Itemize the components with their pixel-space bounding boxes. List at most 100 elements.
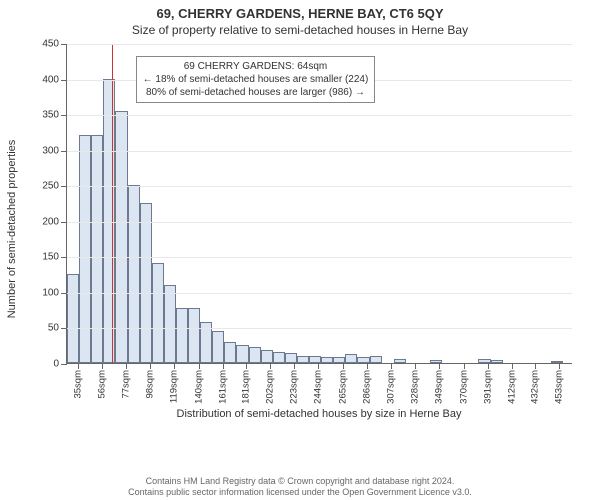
x-tick-label: 453sqm (554, 370, 565, 404)
page-title: 69, CHERRY GARDENS, HERNE BAY, CT6 5QY (0, 0, 600, 21)
x-tick-label: 328sqm (410, 370, 421, 404)
x-tick (199, 364, 200, 369)
histogram-bar (333, 357, 345, 363)
histogram-bar (430, 360, 442, 363)
histogram-bar (321, 357, 333, 363)
x-axis: Distribution of semi-detached houses by … (66, 364, 572, 414)
gridline (67, 222, 572, 223)
gridline (67, 115, 572, 116)
x-tick-label: 265sqm (337, 370, 348, 404)
histogram-bar (345, 354, 357, 363)
histogram-bar (140, 203, 152, 363)
x-tick (126, 364, 127, 369)
page-subtitle: Size of property relative to semi-detach… (0, 21, 600, 41)
histogram-bar (357, 357, 369, 363)
footer-line2: Contains public sector information licen… (0, 487, 600, 498)
x-tick (367, 364, 368, 369)
histogram-bar (188, 308, 200, 363)
x-tick-label: 370sqm (458, 370, 469, 404)
x-tick (464, 364, 465, 369)
histogram-bar (176, 308, 188, 363)
histogram-bar (261, 350, 273, 363)
x-tick (343, 364, 344, 369)
histogram-bar (164, 285, 176, 363)
gridline (67, 151, 572, 152)
x-tick (174, 364, 175, 369)
histogram-bar (273, 352, 285, 363)
histogram-bar (249, 347, 261, 363)
y-tick-label: 350 (42, 110, 59, 121)
histogram-bar (478, 359, 490, 363)
annotation-box: 69 CHERRY GARDENS: 64sqm ← 18% of semi-d… (136, 56, 376, 103)
histogram-bar (297, 356, 309, 363)
y-tick-label: 50 (48, 323, 59, 334)
x-tick-label: 119sqm (169, 370, 180, 403)
x-tick (294, 364, 295, 369)
histogram-bar (394, 359, 406, 363)
x-tick-label: 391sqm (482, 370, 493, 404)
annotation-line2: ← 18% of semi-detached houses are smalle… (143, 73, 369, 86)
plot-area: 69 CHERRY GARDENS: 64sqm ← 18% of semi-d… (66, 44, 572, 364)
x-tick (415, 364, 416, 369)
chart-container: Number of semi-detached properties 69 CH… (40, 44, 580, 414)
y-tick-label: 250 (42, 181, 59, 192)
x-tick (488, 364, 489, 369)
y-tick (61, 328, 67, 329)
y-tick-label: 450 (42, 39, 59, 50)
x-tick (391, 364, 392, 369)
x-tick (512, 364, 513, 369)
x-tick (535, 364, 536, 369)
y-tick-label: 0 (53, 359, 59, 370)
histogram-bar (309, 356, 321, 363)
x-tick-label: 286sqm (361, 370, 372, 404)
x-tick (318, 364, 319, 369)
x-tick (559, 364, 560, 369)
x-tick-label: 223sqm (289, 370, 300, 404)
histogram-bar (236, 345, 248, 363)
histogram-bar (67, 274, 79, 363)
x-tick-label: 77sqm (120, 370, 131, 399)
y-tick-label: 200 (42, 216, 59, 227)
gridline (67, 257, 572, 258)
gridline (67, 328, 572, 329)
x-tick-label: 202sqm (265, 370, 276, 404)
x-tick-label: 98sqm (145, 370, 156, 399)
histogram-bar (152, 263, 164, 363)
x-tick-label: 140sqm (193, 370, 204, 404)
y-tick (61, 186, 67, 187)
x-tick-label: 432sqm (530, 370, 541, 404)
y-tick (61, 80, 67, 81)
gridline (67, 293, 572, 294)
x-tick-label: 349sqm (434, 370, 445, 404)
histogram-bar (224, 342, 236, 363)
gridline (67, 186, 572, 187)
y-tick-label: 300 (42, 145, 59, 156)
histogram-bar (551, 361, 563, 363)
y-axis-label: Number of semi-detached properties (6, 140, 18, 319)
histogram-bar (491, 360, 503, 363)
histogram-bar (128, 185, 140, 363)
x-tick-label: 307sqm (386, 370, 397, 404)
annotation-line1: 69 CHERRY GARDENS: 64sqm (143, 60, 369, 73)
x-tick-label: 56sqm (96, 370, 107, 399)
histogram-bar (115, 111, 127, 363)
y-tick-label: 150 (42, 252, 59, 263)
y-tick (61, 257, 67, 258)
x-tick-label: 244sqm (313, 370, 324, 404)
x-tick (270, 364, 271, 369)
histogram-bar (370, 356, 382, 363)
footer: Contains HM Land Registry data © Crown c… (0, 476, 600, 498)
footer-line1: Contains HM Land Registry data © Crown c… (0, 476, 600, 487)
histogram-bar (212, 331, 224, 363)
x-axis-label: Distribution of semi-detached houses by … (66, 408, 572, 420)
x-tick (150, 364, 151, 369)
marker-line (112, 44, 113, 363)
x-tick-label: 181sqm (240, 370, 251, 404)
x-tick (102, 364, 103, 369)
y-tick (61, 44, 67, 45)
y-tick (61, 293, 67, 294)
x-tick-label: 412sqm (507, 370, 518, 404)
histogram-bar (285, 353, 297, 363)
x-tick (223, 364, 224, 369)
y-tick (61, 115, 67, 116)
